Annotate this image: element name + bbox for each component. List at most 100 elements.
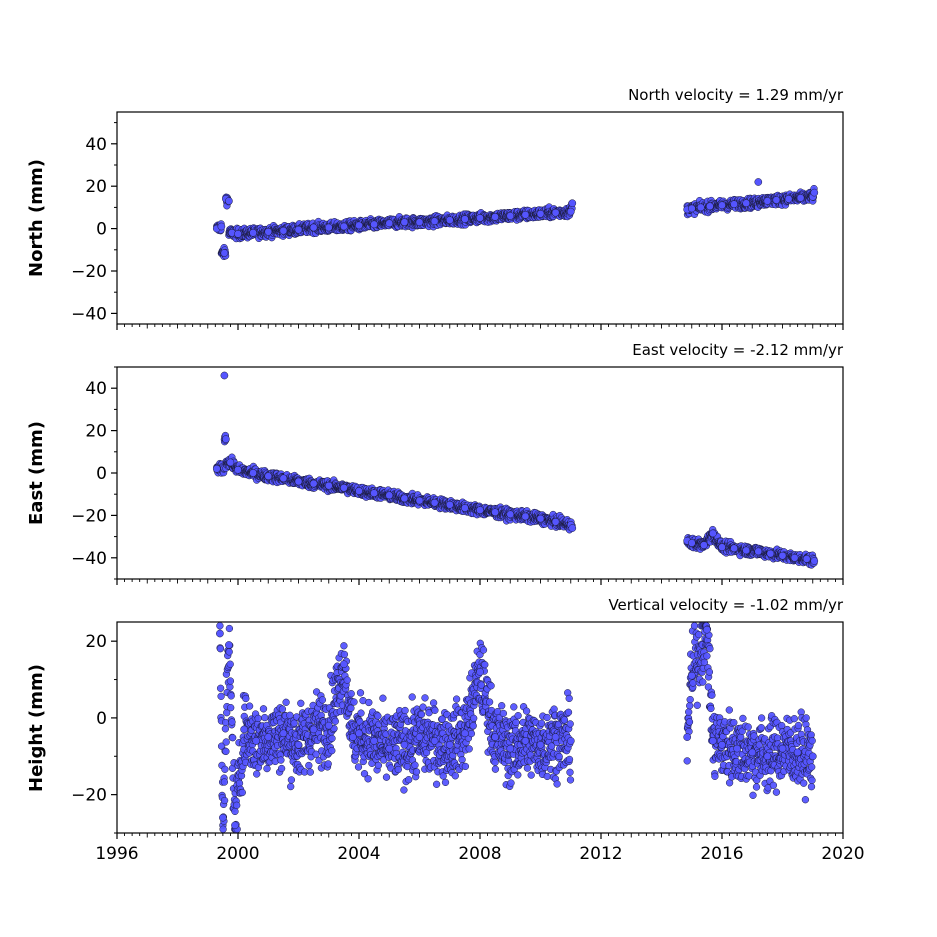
data-point [766,549,775,558]
data-point [279,474,288,483]
data-point [234,230,242,238]
data-point [394,765,402,774]
data-point [279,226,288,235]
data-point [754,547,763,556]
data-point [287,782,295,791]
data-point [340,650,349,659]
data-point [225,624,234,633]
data-point [309,479,318,488]
data-point [742,546,751,555]
data-point [491,213,499,221]
data-point [411,761,419,769]
data-point [290,719,298,727]
y-tick-label: −40 [71,549,107,569]
data-point [430,498,439,507]
data-point [730,544,738,553]
data-point [355,487,363,495]
data-point [551,517,560,526]
data-point [254,714,262,723]
data-point [324,223,333,232]
data-point [476,506,484,514]
data-point [772,196,781,204]
data-point [287,776,296,784]
data-point [227,692,235,700]
height-points [216,622,817,833]
data-point [521,512,530,521]
data-point [536,209,545,218]
y-tick-label: −20 [71,506,107,526]
data-point [219,825,227,833]
data-point [306,768,314,776]
data-point [687,204,696,213]
data-point [222,747,230,756]
data-point [754,178,763,186]
north-points [212,178,819,261]
data-point [718,201,726,210]
data-point [324,760,332,768]
data-point [408,693,416,701]
data-point [253,770,261,778]
data-point [370,220,378,229]
data-point [331,717,339,725]
data-point [810,188,819,197]
data-point [318,696,327,704]
data-point [225,197,233,205]
data-point [763,197,772,205]
data-point [810,557,819,565]
data-point [216,684,225,692]
data-point [216,645,225,653]
data-point [226,660,234,668]
data-point [790,553,799,562]
data-point [417,710,426,719]
data-point [364,775,372,783]
data-point [784,195,793,203]
data-point [400,218,409,227]
data-point [228,718,236,726]
data-point [421,694,429,702]
data-point [536,514,545,523]
data-point [328,734,336,743]
data-point [217,692,225,700]
data-point [400,786,408,794]
data-point [263,764,271,773]
data-point [226,458,235,467]
data-point [687,539,696,547]
data-point [430,217,439,226]
data-point [227,704,235,712]
data-point [294,477,303,486]
data-point [415,218,424,227]
east-velocity-label: East velocity = -2.12 mm/yr [632,341,844,359]
data-point [221,765,229,773]
y-tick-label: 0 [96,220,107,240]
data-point [264,472,273,481]
data-point [343,676,351,684]
east-points [212,371,819,569]
data-point [566,207,575,216]
data-point [220,796,229,805]
data-point [245,702,254,710]
data-point [385,491,394,500]
data-point [696,203,705,212]
data-point [340,642,348,650]
data-point [282,698,290,706]
data-point [305,761,313,770]
data-point [340,483,348,492]
data-point [706,202,714,211]
data-point [551,208,560,217]
data-point [324,481,333,490]
y-tick-label: −40 [71,304,107,324]
data-point [354,763,363,771]
data-point [226,677,235,685]
data-point [347,690,355,698]
data-point [259,705,268,713]
data-point [718,543,726,552]
data-point [264,227,273,236]
data-point [742,199,751,208]
data-point [231,807,239,816]
data-point [234,465,242,474]
data-point [347,704,355,712]
data-point [235,779,244,787]
data-point [400,494,409,503]
